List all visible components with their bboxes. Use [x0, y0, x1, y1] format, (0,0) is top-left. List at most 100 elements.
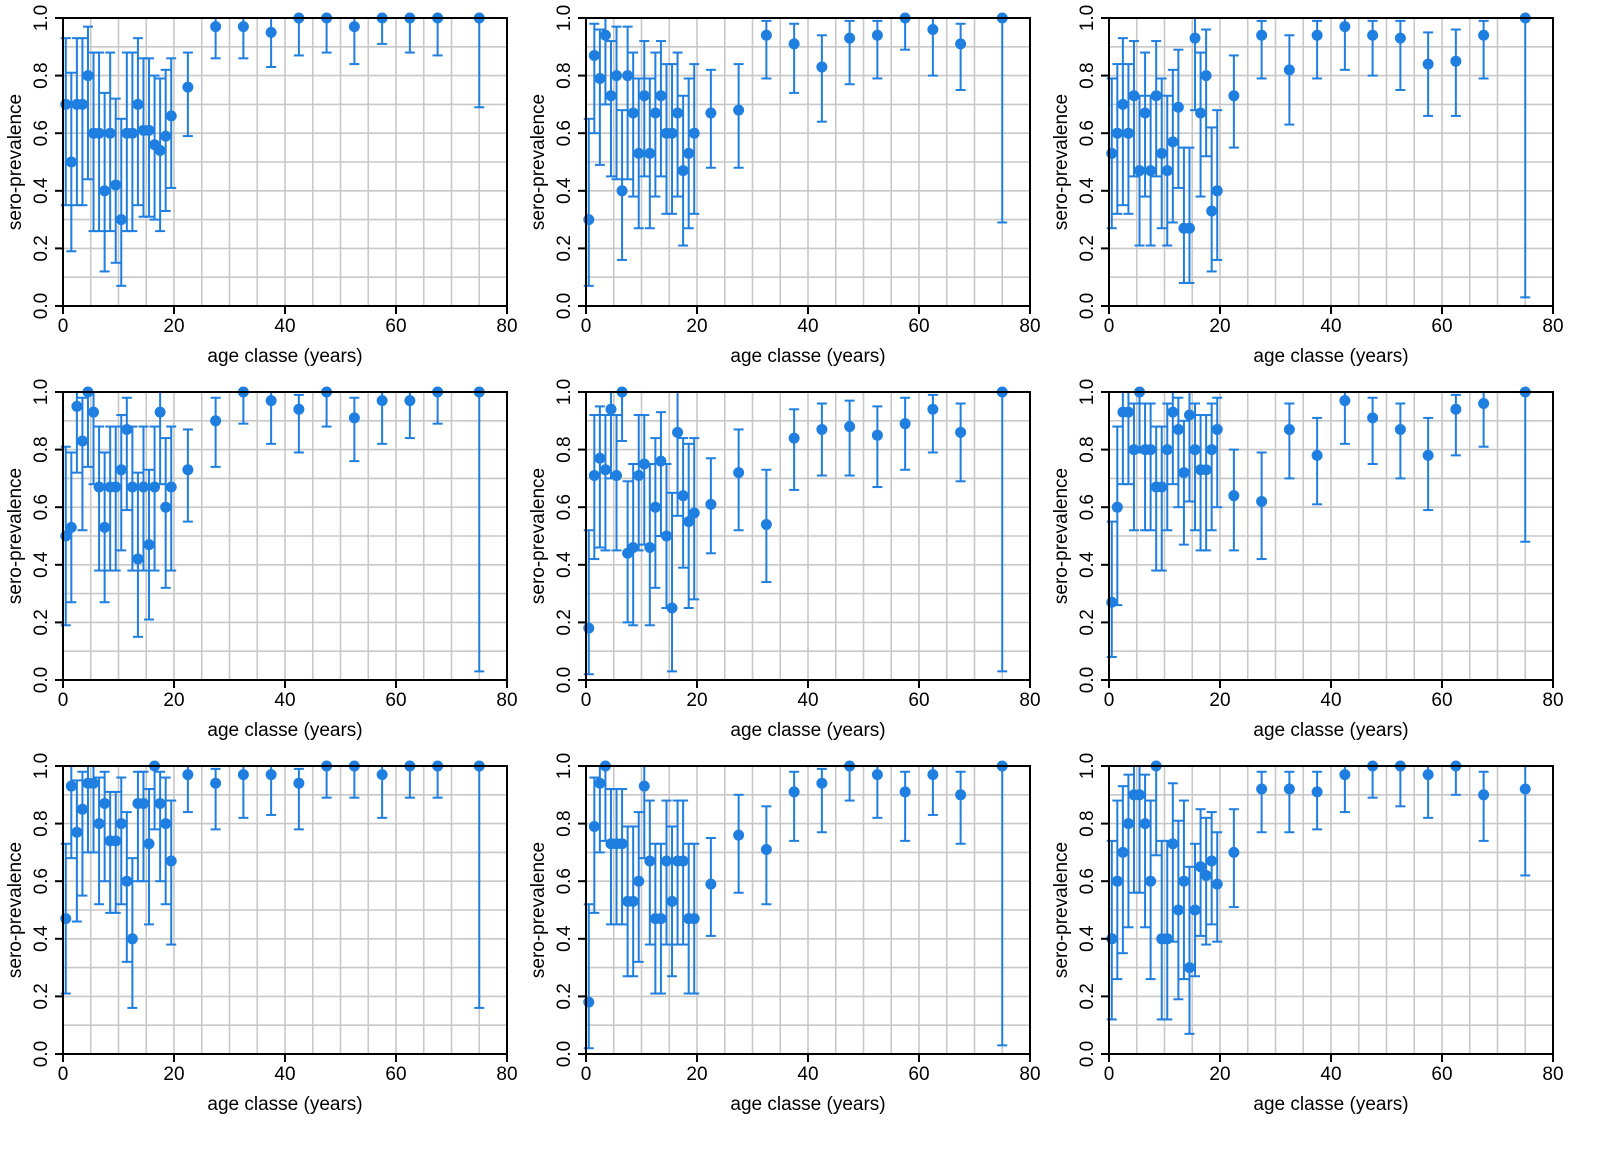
data-point — [1183, 409, 1195, 421]
x-tick-label: 20 — [163, 316, 184, 337]
x-axis-label: age classe (years) — [207, 1094, 362, 1115]
y-tick-label: 0.0 — [554, 1041, 575, 1067]
data-point — [583, 996, 595, 1008]
data-point — [1283, 423, 1295, 435]
data-point — [1311, 29, 1323, 41]
y-tick-label: 0.4 — [554, 177, 575, 204]
x-tick-label: 60 — [385, 690, 406, 711]
y-tick-label: 0.8 — [31, 810, 52, 836]
error-bar — [71, 779, 82, 923]
y-axis-label: sero-prevalence — [1051, 842, 1072, 978]
data-point — [99, 521, 111, 533]
panel-row2-col3: 0 20 40 60 80 0.0 0.2 0.4 0.6 0.8 1.0 age classe (y… — [1051, 379, 1564, 741]
data-point — [1211, 185, 1223, 197]
error-bar — [997, 765, 1008, 1047]
data-point — [1161, 165, 1173, 177]
error-bar — [160, 437, 171, 589]
error-bar — [678, 799, 689, 946]
error-bar — [1312, 19, 1323, 80]
y-tick-label: 1.0 — [31, 379, 52, 405]
data-point — [816, 777, 828, 789]
error-bar — [1128, 40, 1139, 178]
data-point — [611, 470, 623, 482]
error-bar — [955, 22, 966, 91]
data-point — [88, 777, 100, 789]
error-bar — [844, 399, 855, 477]
data-point — [76, 803, 88, 815]
error-bar — [182, 51, 193, 138]
error-bar — [121, 396, 132, 512]
data-point — [1178, 875, 1190, 887]
data-point — [588, 49, 600, 61]
error-bar — [611, 414, 622, 552]
error-bar — [1312, 770, 1323, 831]
data-point — [688, 507, 700, 519]
error-bar — [927, 393, 938, 454]
error-bar — [1184, 865, 1195, 1035]
x-tick-label: 60 — [1431, 690, 1452, 711]
error-bar — [138, 770, 149, 883]
error-bar — [1173, 48, 1184, 189]
data-point — [605, 403, 617, 415]
error-bar — [789, 770, 800, 842]
error-bar — [1190, 402, 1201, 532]
data-point — [1450, 403, 1462, 415]
x-axis-label: age classe (years) — [730, 346, 885, 367]
data-point — [132, 98, 144, 110]
panel-row2-col2: 0 20 40 60 80 0.0 0.2 0.4 0.6 0.8 1.0 age classe (y… — [528, 379, 1041, 741]
data-point — [1183, 962, 1195, 974]
data-point — [165, 481, 177, 493]
error-bar — [1178, 146, 1189, 284]
y-tick-label: 0.2 — [554, 235, 575, 261]
error-bar — [132, 37, 143, 207]
data-point — [376, 395, 388, 407]
error-bar — [1423, 31, 1434, 117]
error-bar — [1112, 425, 1123, 607]
data-point — [605, 90, 617, 102]
error-bar — [1173, 396, 1184, 509]
data-point — [871, 29, 883, 41]
gridlines — [1109, 18, 1553, 306]
error-bar — [605, 40, 616, 178]
data-point — [1111, 501, 1123, 513]
error-bar — [94, 776, 105, 906]
y-tick-label: 0.0 — [31, 1041, 52, 1067]
data-point — [677, 855, 689, 867]
y-tick-label: 1.0 — [554, 5, 575, 31]
y-tick-label: 0.0 — [1077, 293, 1098, 319]
data-point — [955, 38, 967, 50]
data-point — [154, 406, 166, 418]
data-point — [1478, 789, 1490, 801]
x-tick-label: 80 — [1542, 690, 1563, 711]
data-marks — [60, 386, 485, 673]
error-bar — [1520, 391, 1531, 543]
y-tick-label: 0.4 — [1077, 551, 1098, 578]
panel-row1-col1: 0 20 40 60 80 0.0 0.2 0.4 0.6 0.8 1.0 age classe (y… — [5, 5, 518, 367]
y-tick-label: 0.0 — [554, 293, 575, 319]
data-point — [1167, 136, 1179, 148]
y-tick-label: 0.8 — [31, 62, 52, 88]
data-point — [1150, 90, 1162, 102]
data-point — [1195, 107, 1207, 119]
y-axis-label: sero-prevalence — [1051, 94, 1072, 230]
data-point — [816, 423, 828, 435]
data-point — [71, 826, 83, 838]
data-point — [644, 542, 656, 554]
error-bar — [474, 17, 485, 109]
error-bar — [1228, 54, 1239, 149]
error-bar — [600, 765, 611, 842]
data-point — [672, 107, 684, 119]
data-point — [733, 829, 745, 841]
error-bar — [617, 788, 628, 926]
error-bar — [149, 765, 160, 831]
data-point — [182, 769, 194, 781]
y-tick-label: 0.4 — [1077, 925, 1098, 952]
error-bar — [633, 811, 644, 963]
error-bar — [99, 770, 110, 883]
error-bar — [844, 19, 855, 86]
y-tick-label: 0.0 — [1077, 1041, 1098, 1067]
data-point — [1200, 869, 1212, 881]
x-tick-label: 0 — [581, 690, 592, 711]
data-point — [237, 769, 249, 781]
data-point — [210, 415, 222, 427]
